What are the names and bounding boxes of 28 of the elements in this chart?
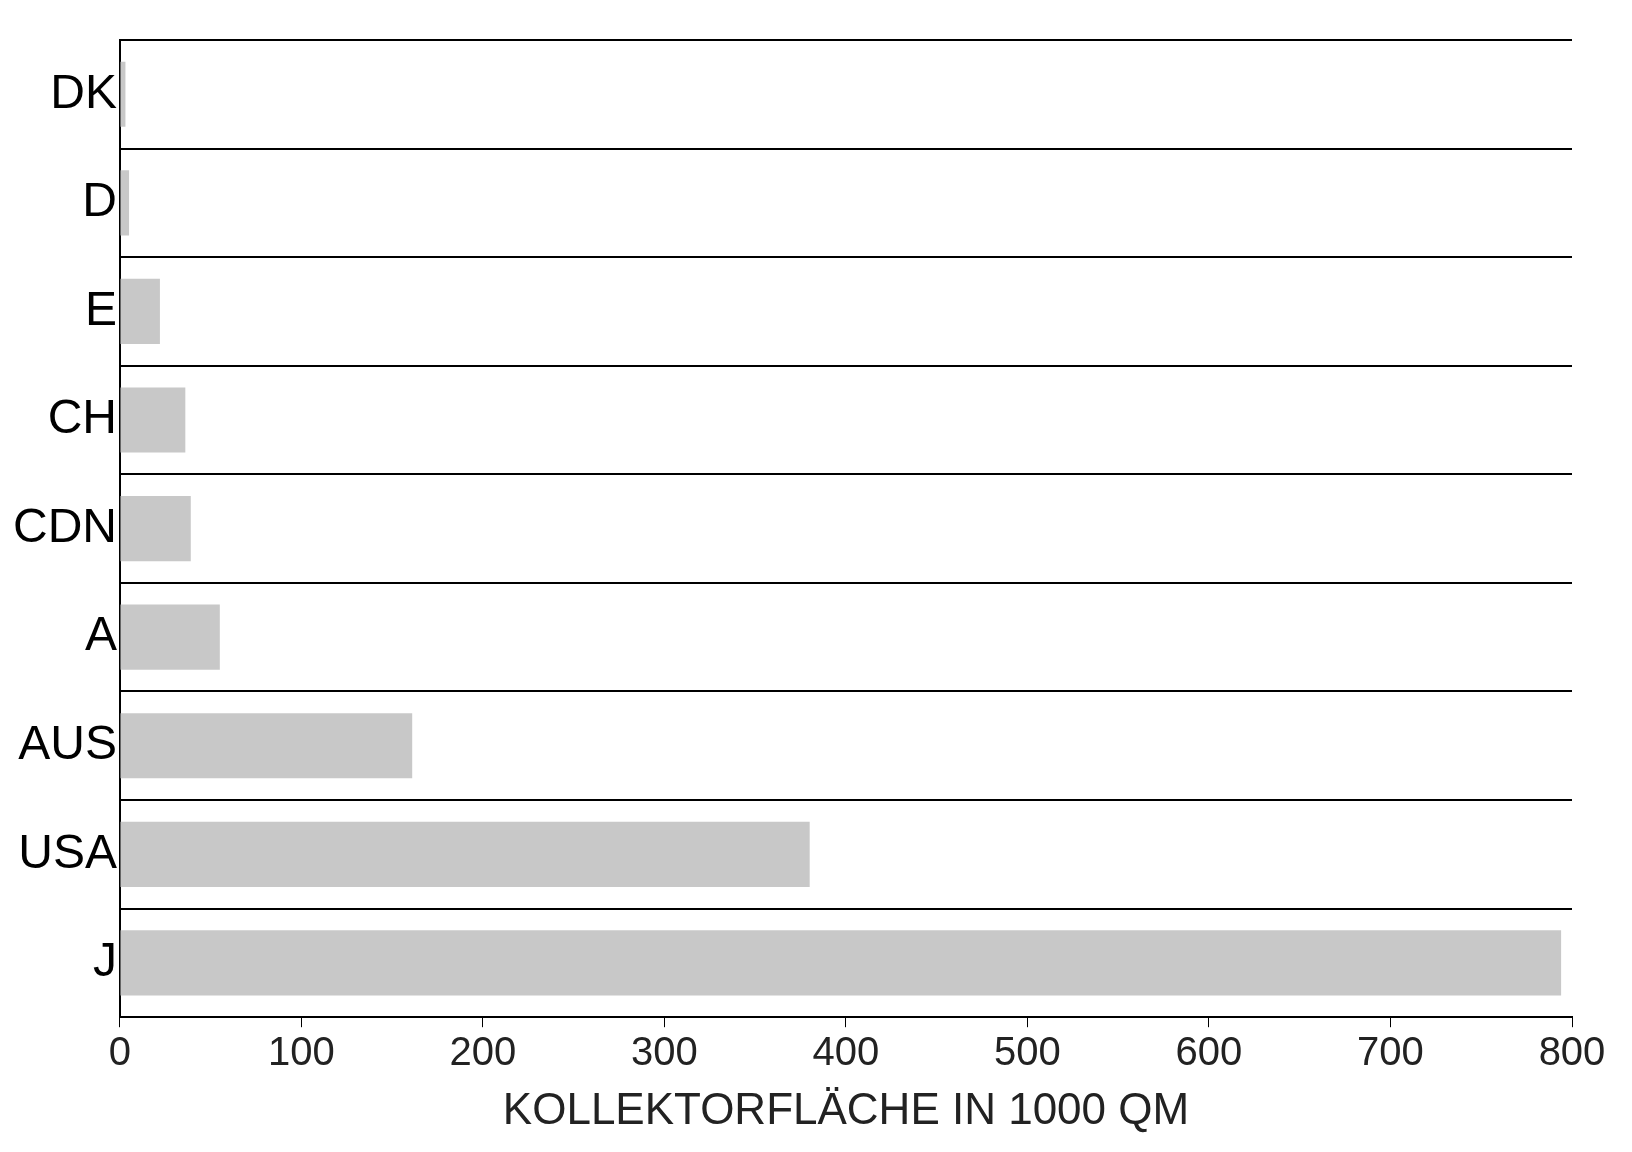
x-tick-label: 200	[449, 1029, 517, 1074]
x-tick-label: 400	[812, 1029, 880, 1074]
x-tick-label: 300	[631, 1029, 698, 1074]
bar	[120, 170, 130, 236]
y-tick-label: CDN	[12, 498, 117, 552]
x-tick-label: 600	[1175, 1029, 1243, 1074]
bar	[120, 496, 191, 562]
bar	[120, 278, 160, 345]
y-tick-label: E	[84, 281, 117, 335]
bar	[120, 387, 186, 453]
y-tick-label: AUS	[18, 715, 117, 769]
bar	[120, 61, 126, 127]
y-tick-label: J	[92, 933, 117, 987]
y-tick-label: CH	[47, 390, 117, 444]
bar	[120, 930, 1562, 996]
x-tick-label: 700	[1357, 1029, 1424, 1074]
y-tick-label: USA	[18, 824, 117, 878]
y-tick-label: D	[82, 173, 117, 227]
y-tick-label: DK	[50, 64, 117, 118]
x-axis-title: KOLLEKTORFLÄCHE IN 1000 QM	[502, 1083, 1190, 1133]
bar	[120, 821, 810, 887]
y-tick-label: A	[84, 607, 117, 661]
x-tick-label: 500	[994, 1029, 1061, 1074]
bar	[120, 604, 220, 670]
x-tick-label: 100	[268, 1029, 335, 1074]
x-tick-label: 0	[108, 1029, 132, 1074]
x-tick-label: 800	[1538, 1029, 1606, 1074]
bar	[120, 713, 413, 779]
